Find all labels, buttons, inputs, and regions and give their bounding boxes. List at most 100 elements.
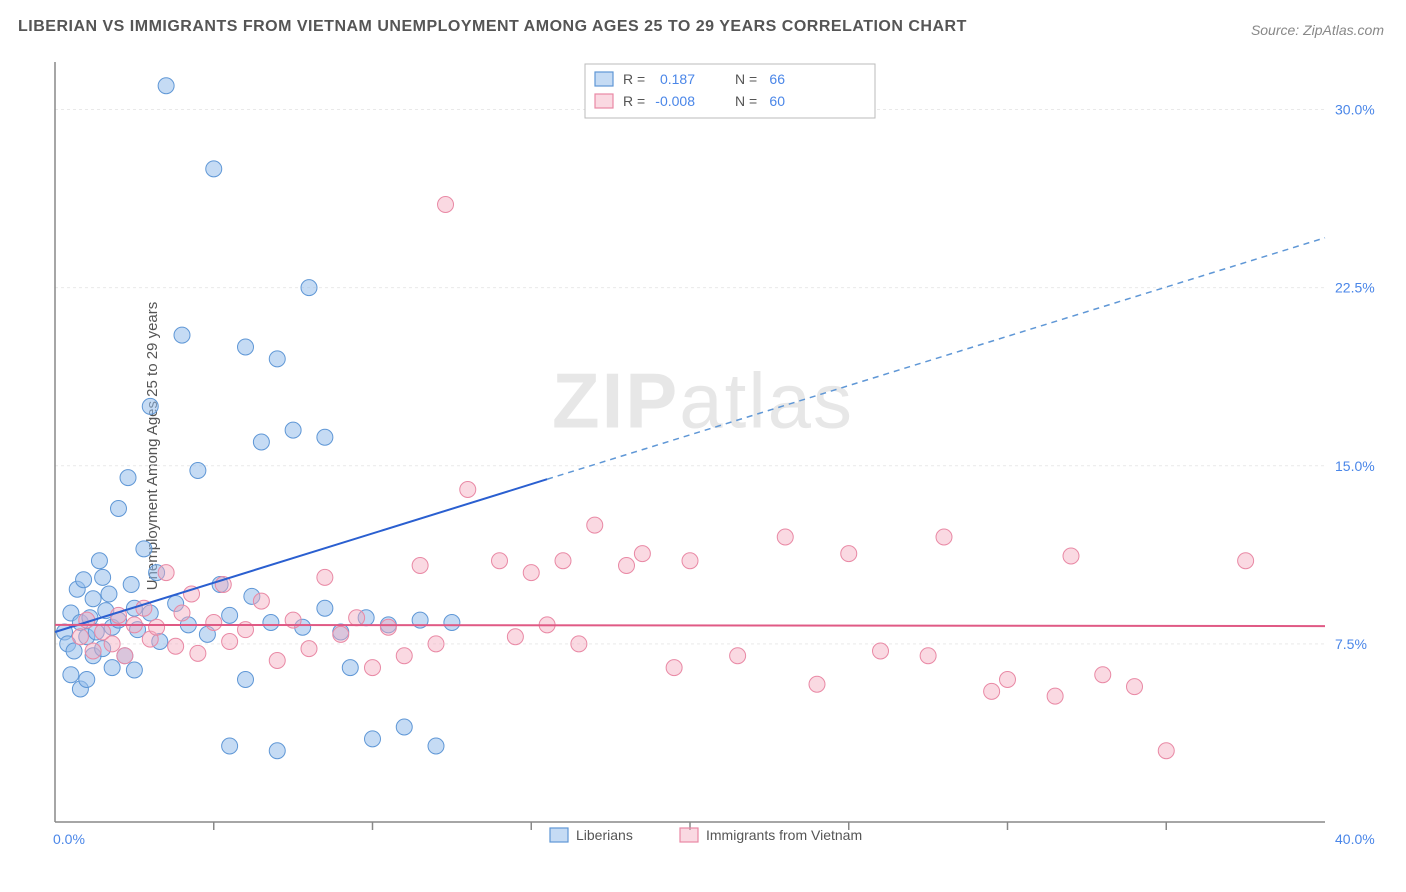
vietnam-point xyxy=(117,648,133,664)
liberians-point xyxy=(79,672,95,688)
vietnam-point xyxy=(523,565,539,581)
liberians-point xyxy=(190,463,206,479)
liberians-point xyxy=(269,743,285,759)
y-tick-label: 30.0% xyxy=(1335,102,1375,118)
liberians-point xyxy=(66,643,82,659)
liberians-point xyxy=(317,429,333,445)
liberians-point xyxy=(263,615,279,631)
regression-liberians-extrap xyxy=(547,238,1325,479)
liberians-point xyxy=(317,600,333,616)
scatter-chart: 7.5%15.0%22.5%30.0%0.0%40.0%R =0.187N =6… xyxy=(50,52,1380,862)
vietnam-point xyxy=(238,622,254,638)
liberians-point xyxy=(238,339,254,355)
vietnam-point xyxy=(349,610,365,626)
vietnam-point xyxy=(222,634,238,650)
stat-swatch-vietnam xyxy=(595,94,613,108)
vietnam-point xyxy=(333,626,349,642)
vietnam-point xyxy=(158,565,174,581)
vietnam-point xyxy=(412,558,428,574)
liberians-point xyxy=(158,78,174,94)
vietnam-point xyxy=(1127,679,1143,695)
y-tick-label: 7.5% xyxy=(1335,636,1367,652)
liberians-point xyxy=(285,422,301,438)
liberians-point xyxy=(222,738,238,754)
vietnam-point xyxy=(253,593,269,609)
vietnam-point xyxy=(317,569,333,585)
liberians-point xyxy=(101,586,117,602)
vietnam-point xyxy=(396,648,412,664)
liberians-point xyxy=(342,660,358,676)
liberians-point xyxy=(142,398,158,414)
liberians-point xyxy=(126,662,142,678)
liberians-point xyxy=(396,719,412,735)
vietnam-point xyxy=(206,615,222,631)
vietnam-point xyxy=(920,648,936,664)
stat-r-liberians: 0.187 xyxy=(660,71,695,87)
vietnam-point xyxy=(730,648,746,664)
vietnam-point xyxy=(104,636,120,652)
vietnam-point xyxy=(438,197,454,213)
liberians-point xyxy=(301,280,317,296)
vietnam-point xyxy=(682,553,698,569)
liberians-point xyxy=(222,607,238,623)
liberians-point xyxy=(63,667,79,683)
liberians-point xyxy=(174,327,190,343)
vietnam-point xyxy=(571,636,587,652)
liberians-point xyxy=(206,161,222,177)
vietnam-point xyxy=(428,636,444,652)
vietnam-point xyxy=(634,546,650,562)
liberians-point xyxy=(104,660,120,676)
vietnam-point xyxy=(365,660,381,676)
liberians-point xyxy=(365,731,381,747)
liberians-point xyxy=(444,615,460,631)
vietnam-point xyxy=(619,558,635,574)
vietnam-point xyxy=(1238,553,1254,569)
x-tick-end: 40.0% xyxy=(1335,831,1375,847)
liberians-point xyxy=(95,569,111,585)
liberians-point xyxy=(136,541,152,557)
liberians-point xyxy=(428,738,444,754)
liberians-point xyxy=(76,572,92,588)
vietnam-point xyxy=(1158,743,1174,759)
source-attribution: Source: ZipAtlas.com xyxy=(1251,22,1384,38)
chart-title: LIBERIAN VS IMMIGRANTS FROM VIETNAM UNEM… xyxy=(18,18,967,36)
y-tick-label: 15.0% xyxy=(1335,458,1375,474)
liberians-point xyxy=(123,577,139,593)
chart-container: LIBERIAN VS IMMIGRANTS FROM VIETNAM UNEM… xyxy=(0,0,1406,892)
vietnam-point xyxy=(380,619,396,635)
vietnam-point xyxy=(85,643,101,659)
vietnam-point xyxy=(492,553,508,569)
stat-n-label-2: N = xyxy=(735,93,757,109)
legend-label-liberians: Liberians xyxy=(576,827,633,843)
liberians-point xyxy=(111,501,127,517)
stat-r-vietnam: -0.008 xyxy=(655,93,695,109)
liberians-point xyxy=(238,672,254,688)
vietnam-point xyxy=(507,629,523,645)
liberians-point xyxy=(269,351,285,367)
vietnam-point xyxy=(1047,688,1063,704)
liberians-point xyxy=(253,434,269,450)
regression-vietnam xyxy=(55,625,1325,626)
legend-label-vietnam: Immigrants from Vietnam xyxy=(706,827,862,843)
stat-n-vietnam: 60 xyxy=(769,93,785,109)
vietnam-point xyxy=(841,546,857,562)
vietnam-point xyxy=(777,529,793,545)
vietnam-point xyxy=(174,605,190,621)
liberians-point xyxy=(91,553,107,569)
vietnam-point xyxy=(1000,672,1016,688)
vietnam-point xyxy=(809,676,825,692)
vietnam-point xyxy=(190,645,206,661)
legend-swatch-vietnam xyxy=(680,828,698,842)
regression-liberians xyxy=(55,479,547,632)
vietnam-point xyxy=(873,643,889,659)
y-tick-label: 22.5% xyxy=(1335,280,1375,296)
vietnam-point xyxy=(1063,548,1079,564)
vietnam-point xyxy=(168,638,184,654)
vietnam-point xyxy=(149,619,165,635)
vietnam-point xyxy=(587,517,603,533)
vietnam-point xyxy=(301,641,317,657)
stat-n-label: N = xyxy=(735,71,757,87)
vietnam-point xyxy=(555,553,571,569)
vietnam-point xyxy=(984,683,1000,699)
vietnam-point xyxy=(666,660,682,676)
